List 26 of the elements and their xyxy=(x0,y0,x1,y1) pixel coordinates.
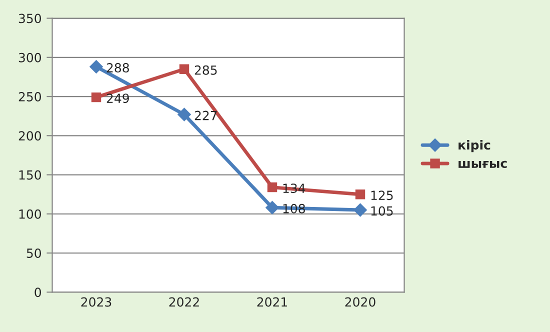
point xyxy=(179,64,190,74)
x-tick-label: 2021 xyxy=(257,297,287,307)
y-tick-label: 350 xyxy=(18,14,42,24)
point xyxy=(178,108,191,122)
point xyxy=(90,60,103,74)
y-tick-label: 300 xyxy=(18,52,42,62)
point xyxy=(267,182,278,192)
y-tick-label: 150 xyxy=(19,170,42,180)
x-tick-label: 2023 xyxy=(81,297,112,307)
y-tick-label: 0 xyxy=(34,288,42,298)
y-tick-label: 100 xyxy=(19,209,42,219)
y-tick-label: 50 xyxy=(26,248,42,258)
x-tick-label: 2020 xyxy=(345,297,376,307)
legend-label: кіріс xyxy=(458,140,490,152)
data-label: 125 xyxy=(371,190,393,200)
point xyxy=(354,203,367,217)
y-tick-label: 250 xyxy=(18,92,42,102)
data-label: 288 xyxy=(106,63,129,73)
point xyxy=(91,92,102,102)
data-label: 227 xyxy=(194,110,217,120)
legend-label: шығыс xyxy=(458,160,507,168)
x-tick-label: 2022 xyxy=(169,297,199,307)
point xyxy=(355,189,366,200)
point xyxy=(266,201,279,214)
data-label: 285 xyxy=(194,65,217,75)
y-tick-label: 200 xyxy=(18,131,42,141)
